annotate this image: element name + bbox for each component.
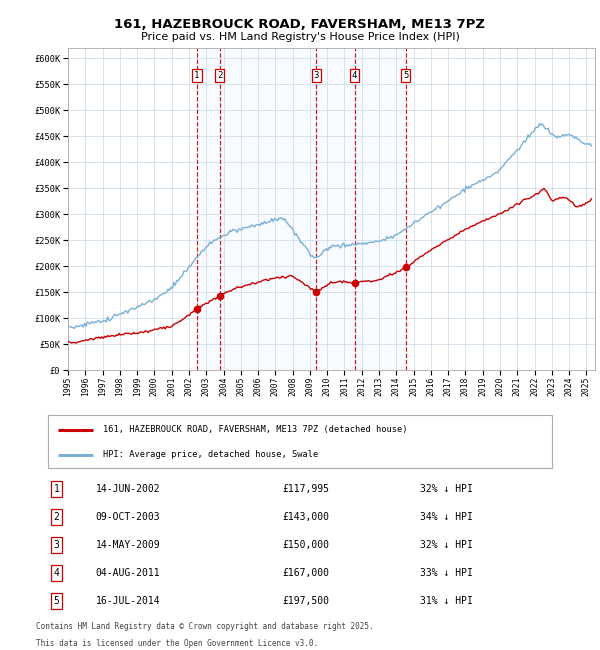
Text: £197,500: £197,500 [283, 596, 329, 606]
Text: 3: 3 [53, 540, 59, 550]
Text: 161, HAZEBROUCK ROAD, FAVERSHAM, ME13 7PZ: 161, HAZEBROUCK ROAD, FAVERSHAM, ME13 7P… [115, 18, 485, 31]
Text: 32% ↓ HPI: 32% ↓ HPI [420, 540, 473, 550]
Text: 34% ↓ HPI: 34% ↓ HPI [420, 512, 473, 522]
Text: 1: 1 [53, 484, 59, 494]
FancyBboxPatch shape [48, 415, 552, 468]
Text: £150,000: £150,000 [283, 540, 329, 550]
Text: 33% ↓ HPI: 33% ↓ HPI [420, 568, 473, 578]
Text: £167,000: £167,000 [283, 568, 329, 578]
Bar [197, 48, 220, 370]
Text: 2: 2 [217, 71, 222, 80]
Text: 16-JUL-2014: 16-JUL-2014 [95, 596, 160, 606]
Text: 2: 2 [53, 512, 59, 522]
Text: 04-AUG-2011: 04-AUG-2011 [95, 568, 160, 578]
Text: This data is licensed under the Open Government Licence v3.0.: This data is licensed under the Open Gov… [36, 639, 318, 648]
Text: 161, HAZEBROUCK ROAD, FAVERSHAM, ME13 7PZ (detached house): 161, HAZEBROUCK ROAD, FAVERSHAM, ME13 7P… [103, 425, 408, 434]
Bar [220, 48, 316, 370]
Text: 3: 3 [314, 71, 319, 80]
Text: Price paid vs. HM Land Registry's House Price Index (HPI): Price paid vs. HM Land Registry's House … [140, 32, 460, 42]
Bar [355, 48, 406, 370]
Text: £143,000: £143,000 [283, 512, 329, 522]
Text: 09-OCT-2003: 09-OCT-2003 [95, 512, 160, 522]
Text: 14-MAY-2009: 14-MAY-2009 [95, 540, 160, 550]
Text: 5: 5 [53, 596, 59, 606]
Text: 4: 4 [352, 71, 358, 80]
Text: 1: 1 [194, 71, 200, 80]
Text: 4: 4 [53, 568, 59, 578]
Text: 14-JUN-2002: 14-JUN-2002 [95, 484, 160, 494]
Text: 32% ↓ HPI: 32% ↓ HPI [420, 484, 473, 494]
Text: 31% ↓ HPI: 31% ↓ HPI [420, 596, 473, 606]
Text: HPI: Average price, detached house, Swale: HPI: Average price, detached house, Swal… [103, 450, 319, 460]
Text: Contains HM Land Registry data © Crown copyright and database right 2025.: Contains HM Land Registry data © Crown c… [36, 622, 374, 631]
Text: £117,995: £117,995 [283, 484, 329, 494]
Text: 5: 5 [403, 71, 408, 80]
Bar [316, 48, 355, 370]
